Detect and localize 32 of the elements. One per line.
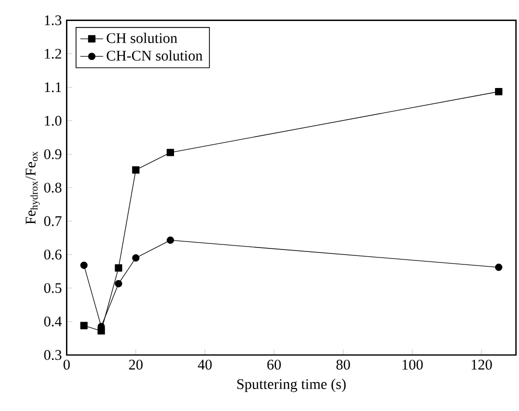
point <box>114 280 122 288</box>
y-tick-label: 1.0 <box>44 116 62 126</box>
legend-label: CH solution <box>106 32 178 44</box>
y-tick-label: 0.7 <box>44 216 62 226</box>
x-tick-label: 80 <box>336 360 350 370</box>
y-tick-label: 0.6 <box>44 250 62 260</box>
point <box>166 148 174 156</box>
point <box>166 236 174 244</box>
y-tick-label: 1.1 <box>44 82 62 92</box>
y-tick-label: 1.3 <box>44 15 62 26</box>
point <box>132 166 140 174</box>
point <box>495 264 502 271</box>
x-tick-label: 20 <box>129 360 143 370</box>
x-tick-label: 60 <box>267 360 281 370</box>
x-tick-label: 100 <box>402 360 423 370</box>
y-tick-label: 0.8 <box>44 182 62 193</box>
y-tick-label: 0.9 <box>44 149 62 160</box>
point <box>80 322 88 330</box>
y-axis-title: Fe$_{hydrox}$/Fe$_{ox}$ <box>26 151 40 224</box>
point <box>495 88 502 96</box>
x-tick-label: 120 <box>472 360 492 370</box>
y-tick-label: 0.3 <box>44 350 62 360</box>
legend-label: CH-CN solution <box>106 50 202 61</box>
y-tick-label: 0.4 <box>44 316 62 327</box>
y-tick-label: 0.5 <box>44 283 62 294</box>
x-tick-label: 40 <box>198 360 212 370</box>
y-tick-label: 1.2 <box>44 48 62 59</box>
x-axis-title: Sputtering time (s) <box>237 378 346 392</box>
point <box>80 262 88 269</box>
point <box>114 264 122 272</box>
x-tick-label: 0 <box>64 360 70 370</box>
point <box>132 254 140 262</box>
